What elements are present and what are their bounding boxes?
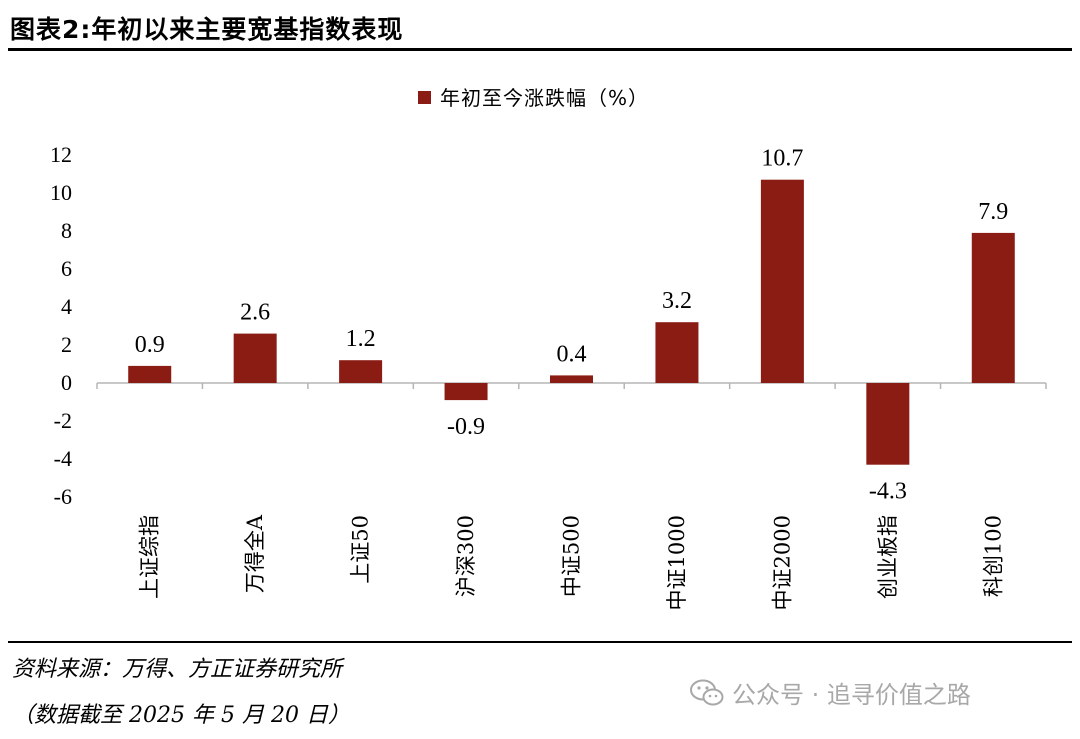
y-tick-label: -6 bbox=[54, 484, 72, 509]
value-label: 3.2 bbox=[662, 288, 692, 314]
watermark: 公众号 · 追寻价值之路 bbox=[690, 675, 971, 710]
bar-4 bbox=[550, 375, 593, 383]
category-label: 上证综指 bbox=[138, 515, 162, 599]
y-tick-label: 12 bbox=[50, 142, 72, 167]
y-tick-label: -2 bbox=[54, 408, 72, 433]
bottom-divider bbox=[8, 641, 1072, 643]
y-tick-label: 2 bbox=[61, 332, 72, 357]
category-label: 创业板指 bbox=[876, 515, 900, 599]
category-label: 中证2000 bbox=[770, 515, 794, 610]
category-label: 上证50 bbox=[349, 515, 373, 584]
value-label: 0.9 bbox=[135, 332, 165, 358]
bar-3 bbox=[444, 383, 488, 401]
value-label: -0.9 bbox=[447, 414, 485, 440]
category-label: 沪深300 bbox=[454, 515, 478, 597]
bar-0 bbox=[128, 365, 172, 383]
category-label: 中证500 bbox=[560, 515, 584, 597]
bar-2 bbox=[339, 360, 383, 383]
value-label: 0.4 bbox=[557, 341, 587, 367]
value-label: 2.6 bbox=[240, 300, 270, 326]
category-labels: 上证综指 万得全A 上证50 沪深300 中证500 中证1000 中证2000 创业板指 科创… bbox=[138, 514, 1006, 610]
date-note: （数据截至 2025 年 5 月 20 日） bbox=[12, 703, 350, 728]
category-label: 科创100 bbox=[981, 515, 1005, 597]
bar-7 bbox=[866, 383, 910, 465]
chart-legend: 年初至今涨跌幅（%） bbox=[418, 86, 649, 110]
bar-chart: 年初至今涨跌幅（%） 12 10 8 6 4 2 0 -2 -4 -6 0.9 2.6 1.2 -0.9… bbox=[50, 86, 1047, 610]
value-label: -4.3 bbox=[869, 479, 907, 505]
legend-swatch bbox=[418, 91, 431, 104]
value-label: 10.7 bbox=[761, 146, 803, 172]
chart-header-title: 图表2:年初以来主要宽基指数表现 bbox=[10, 15, 404, 44]
bar-5 bbox=[655, 322, 699, 383]
value-label: 7.9 bbox=[978, 199, 1008, 225]
bar-6 bbox=[760, 179, 804, 383]
legend-label: 年初至今涨跌幅（%） bbox=[440, 86, 649, 110]
watermark-text: 公众号 · 追寻价值之路 bbox=[732, 681, 971, 709]
y-axis: 12 10 8 6 4 2 0 -2 -4 -6 bbox=[50, 142, 72, 509]
value-label: 1.2 bbox=[346, 326, 376, 352]
wechat-icon bbox=[690, 679, 724, 705]
y-tick-label: -4 bbox=[54, 446, 72, 471]
bar-1 bbox=[233, 333, 277, 383]
category-label: 万得全A bbox=[243, 514, 267, 593]
y-tick-label: 8 bbox=[61, 218, 72, 243]
y-tick-label: 10 bbox=[50, 180, 72, 205]
bars bbox=[128, 179, 1015, 465]
value-labels: 0.9 2.6 1.2 -0.9 0.4 3.2 10.7 -4.3 7.9 bbox=[135, 146, 1009, 505]
top-divider bbox=[8, 48, 1072, 51]
y-tick-label: 4 bbox=[61, 294, 72, 319]
y-tick-label: 0 bbox=[61, 370, 72, 395]
category-label: 中证1000 bbox=[665, 515, 689, 610]
bar-8 bbox=[971, 232, 1015, 383]
y-tick-label: 6 bbox=[61, 256, 72, 281]
source-text: 资料来源：万得、方正证券研究所 bbox=[12, 657, 343, 682]
